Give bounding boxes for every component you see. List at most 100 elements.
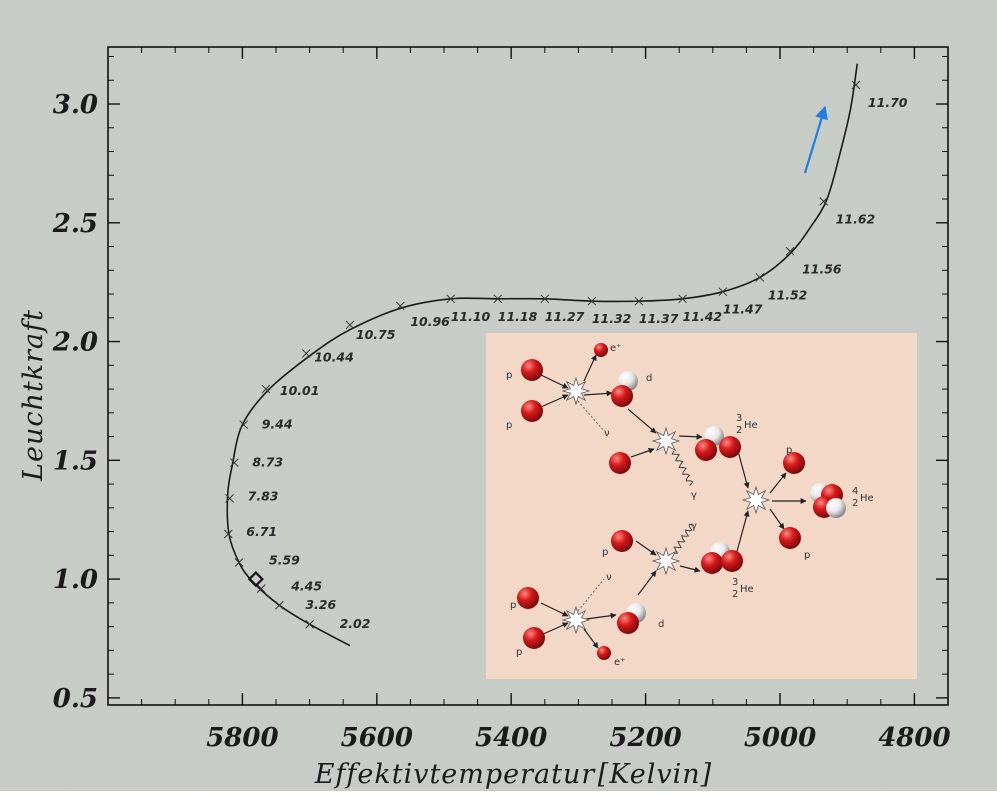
proton [609,452,631,474]
age-label: 11.62 [836,211,876,226]
age-marker [239,420,249,430]
age-marker [395,301,405,311]
age-marker [851,80,861,90]
neutrino-path [577,578,605,612]
proton [517,587,539,609]
age-marker [755,273,765,282]
age-label: 11.18 [498,309,538,324]
age-marker [301,349,311,358]
age-marker [225,493,234,503]
age-marker [587,296,597,306]
proton [617,612,639,634]
age-label: 11.52 [768,287,808,302]
label-gamma: γ [691,521,697,532]
proton [521,400,543,422]
x-tick-label: 5200 [609,723,681,753]
age-label: 3.26 [305,597,336,612]
label-he3-charge: 2 [732,589,738,600]
age-label: 11.47 [723,302,763,317]
x-tick-label: 4800 [878,723,950,753]
label-p: p [786,445,792,456]
label-deuteron: d [658,619,664,630]
reaction-arrow [679,565,701,573]
reaction-arrow [678,433,703,440]
age-label: 10.75 [356,327,396,342]
age-label: 11.10 [451,309,491,324]
fusion-burst [561,376,591,406]
neutron [826,498,846,518]
age-marker [345,320,355,330]
age-label: 11.27 [545,309,585,324]
age-label: 9.44 [262,417,293,432]
y-tick-label: 2.5 [52,209,98,239]
label-neutrino: ν [606,572,612,583]
x-axis-unit: [Kelvin] [598,759,712,790]
age-marker [275,600,284,610]
current-sun-diamond [247,571,264,588]
reaction-arrow [540,394,569,408]
age-label: 11.56 [802,261,842,276]
label-he3-symbol: He [744,420,758,431]
age-label: 8.73 [252,455,283,470]
label-he3-symbol: He [740,584,754,595]
age-marker [678,294,687,304]
age-marker [223,529,233,539]
age-label: 10.01 [280,383,320,398]
age-marker [785,246,795,256]
fusion-burst [561,605,591,635]
age-label: 10.96 [410,314,450,329]
age-label: 7.83 [248,488,279,503]
label-p: p [602,547,608,558]
age-label: 10.44 [314,349,354,364]
fusion-burst [741,485,771,515]
proton [783,452,805,474]
reaction-arrow [769,508,785,530]
age-label: 6.71 [246,524,277,539]
proton [611,385,633,407]
reaction-arrow [585,612,617,620]
x-tick-label: 5000 [744,723,816,753]
reaction-arrow [540,622,569,636]
reaction-arrow [630,447,655,458]
x-axis-label: Effektivtemperatur [314,759,597,790]
y-tick-label: 1.5 [53,446,98,476]
x-tick-label: 5400 [475,723,547,753]
direction-arrow [803,105,828,174]
age-marker [634,296,644,306]
reaction-arrow [735,510,750,556]
proton [719,436,741,458]
y-tick-label: 3.0 [53,90,98,120]
label-positron: e⁺ [610,343,621,354]
label-deuteron: d [646,373,652,384]
reaction-arrow [540,602,569,617]
y-tick-label: 1.0 [53,565,98,595]
proton [521,359,543,381]
y-tick-label: 2.0 [52,328,98,358]
reaction-arrow [540,374,569,389]
label-he3-mass: 3 [736,413,742,424]
reaction-arrow [583,390,613,397]
plot-frame [107,46,949,706]
proton [721,550,743,572]
proton [597,646,611,660]
label-p: p [506,420,512,431]
label-he3-mass: 3 [732,577,738,588]
reaction-arrow [637,570,657,596]
age-label: 4.45 [290,579,322,594]
label-he4-symbol: He [860,493,874,504]
proton [611,530,633,552]
age-label: 5.59 [269,552,300,567]
reaction-arrow [737,450,750,489]
x-tick-label: 5600 [341,723,413,753]
reaction-arrow [769,472,787,494]
proton [523,627,545,649]
age-label: 11.70 [868,95,908,110]
age-marker [718,287,728,297]
age-marker [234,558,244,567]
label-p: p [506,370,512,381]
age-label: 11.42 [683,309,723,324]
neutrino-path [577,400,605,432]
